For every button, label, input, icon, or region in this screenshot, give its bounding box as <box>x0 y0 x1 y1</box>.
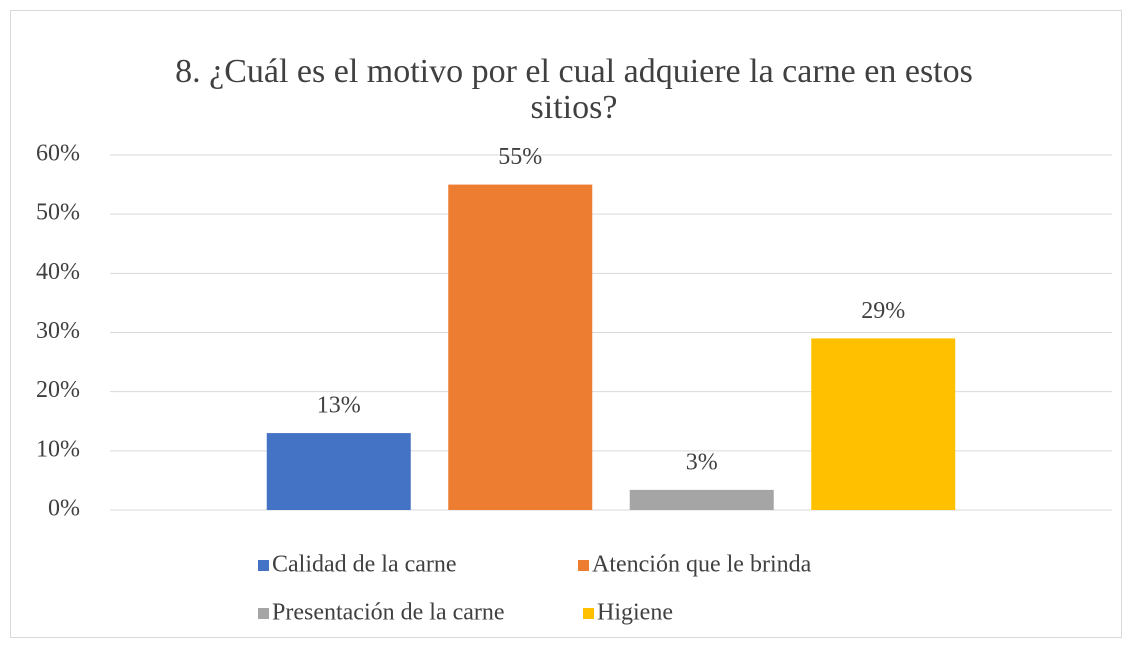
y-tick-label: 30% <box>36 318 80 344</box>
y-tick-label: 40% <box>36 259 80 285</box>
y-tick-label: 0% <box>48 496 80 522</box>
y-tick-label: 10% <box>36 436 80 462</box>
legend-swatch <box>258 560 269 571</box>
legend-label: Presentación de la carne <box>272 600 505 626</box>
y-tick-label: 60% <box>36 141 80 167</box>
legend-label: Calidad de la carne <box>272 552 457 578</box>
legend-label: Higiene <box>597 600 673 626</box>
data-label: 29% <box>861 298 905 324</box>
bar <box>266 433 411 510</box>
chart-title: 8. ¿Cuál es el motivo por el cual adquie… <box>175 53 973 126</box>
bar <box>448 184 593 511</box>
data-label: 55% <box>498 144 542 170</box>
legend-label: Atención que le brinda <box>592 552 812 578</box>
bar <box>629 489 774 510</box>
data-label: 13% <box>317 393 361 419</box>
legend-swatch <box>258 608 269 619</box>
y-tick-label: 20% <box>36 377 80 403</box>
bar <box>811 338 956 510</box>
legend-swatch <box>583 608 594 619</box>
legend-swatch <box>578 560 589 571</box>
data-label: 3% <box>686 449 718 475</box>
y-tick-label: 50% <box>36 200 80 226</box>
